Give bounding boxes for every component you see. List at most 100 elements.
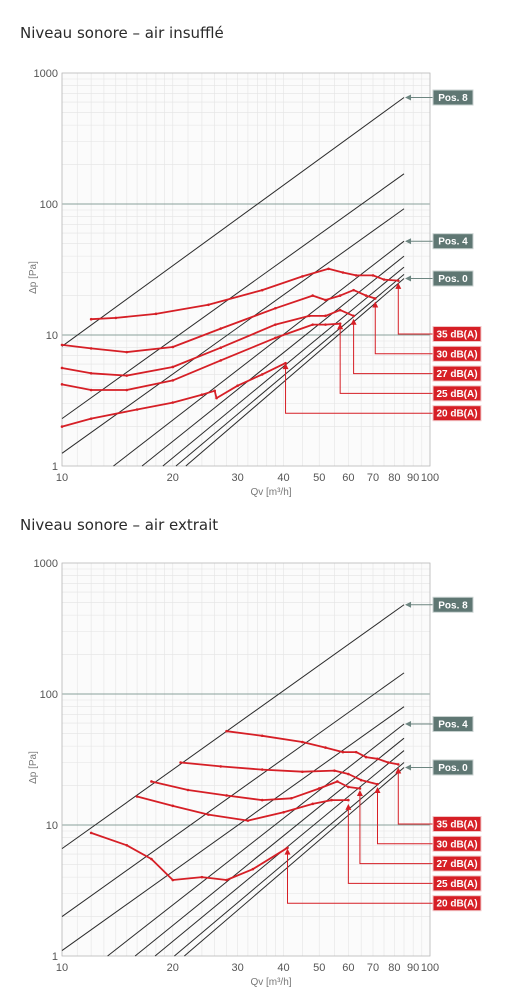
noise-label: 20 dB(A) [436, 409, 477, 420]
curve-point [359, 778, 363, 782]
noise-box-bg [432, 345, 482, 362]
position-box-bg [432, 233, 474, 250]
x-tick-label: 70 [367, 472, 379, 484]
curve-point [225, 729, 228, 733]
curve-point [200, 875, 204, 879]
noise-label: 27 dB(A) [436, 369, 477, 380]
position-arrow [405, 764, 412, 771]
curve-point [354, 750, 358, 754]
curve-point [60, 343, 64, 347]
curve-point [219, 346, 223, 349]
position-line [61, 672, 405, 917]
noise-leader [285, 365, 433, 414]
noise-curve [180, 761, 378, 786]
noise-box: 27 dB(A) [432, 365, 482, 382]
y-tick-label: 1000 [34, 558, 58, 570]
noise-arrow [284, 848, 291, 855]
noise-box-bg [432, 405, 482, 422]
position-line [61, 173, 405, 420]
curve-point [135, 408, 139, 411]
position-label: Pos. 0 [438, 274, 468, 285]
curve-point [171, 345, 175, 349]
curve-point [301, 740, 304, 744]
curve-point [324, 314, 327, 318]
curve-point [125, 350, 129, 354]
noise-arrow [350, 318, 357, 325]
curve-point [219, 359, 223, 362]
curve-point [324, 298, 327, 302]
curve-point [282, 811, 285, 814]
curve-point [373, 297, 377, 300]
curve-point [324, 323, 327, 326]
curve-point [358, 787, 362, 790]
x-tick-label: 100 [421, 472, 439, 484]
x-tick-label: 10 [56, 472, 68, 484]
noise-leader [397, 769, 433, 825]
noise-leader [376, 789, 433, 845]
curve-point [311, 294, 314, 297]
position-label: Pos. 4 [438, 237, 468, 248]
x-tick-label: 40 [277, 472, 289, 484]
curve-point [260, 734, 264, 738]
noise-arrow [282, 363, 289, 370]
position-box: Pos. 4 [432, 233, 474, 250]
position-box: Pos. 0 [432, 759, 474, 776]
curve-point [89, 388, 93, 392]
y-tick-label: 100 [40, 199, 58, 211]
curve-point [89, 317, 93, 321]
noise-leader [397, 284, 433, 335]
x-tick-label: 50 [313, 962, 325, 974]
curve-point [274, 336, 277, 340]
x-tick-label: 50 [313, 472, 325, 484]
x-tick-label: 40 [277, 962, 289, 974]
curve-point [260, 373, 264, 376]
noise-label: 27 dB(A) [436, 859, 477, 870]
curve-point [171, 365, 175, 369]
curve-point [352, 288, 355, 292]
noise-label: 25 dB(A) [436, 879, 477, 890]
noise-leader [339, 325, 433, 394]
curve-point [347, 772, 350, 776]
curve-point [213, 389, 217, 393]
curve-point [150, 780, 153, 783]
curve-point [364, 755, 368, 759]
y-axis-label: Δp [Pa] [28, 261, 39, 294]
noise-label: 30 dB(A) [436, 839, 477, 850]
position-arrow [405, 238, 412, 245]
curve-point [219, 765, 223, 768]
position-label: Pos. 4 [438, 720, 468, 731]
curve-point [301, 275, 304, 278]
curve-point [225, 878, 228, 882]
x-tick-label: 20 [167, 962, 179, 974]
curve-point [207, 303, 210, 307]
curve-point [352, 314, 355, 318]
noise-box-bg [432, 835, 482, 852]
position-arrow [405, 601, 412, 608]
curve-point [301, 770, 304, 774]
curve-point [171, 401, 175, 404]
noise-arrow [356, 790, 363, 797]
chart-title-supply: Niveau sonore – air insufflé [20, 24, 224, 42]
curve-point [171, 379, 175, 382]
position-arrow [405, 94, 412, 101]
noise-curve [136, 795, 349, 822]
y-tick-label: 10 [46, 820, 58, 832]
curve-point [60, 425, 64, 428]
curve-point [251, 867, 255, 871]
curve-point [60, 366, 64, 370]
noise-box-bg [432, 385, 482, 402]
position-label: Pos. 8 [438, 600, 468, 611]
position-line [175, 274, 405, 467]
curve-point [336, 780, 339, 783]
y-tick-label: 1 [52, 461, 58, 473]
noise-arrow [395, 767, 402, 774]
y-tick-label: 1000 [34, 68, 58, 80]
position-line [134, 737, 405, 957]
curve-point [207, 813, 210, 816]
noise-curve [61, 309, 354, 377]
noise-arrow [374, 787, 381, 794]
curve-point [150, 857, 153, 861]
noise-box: 35 dB(A) [432, 816, 482, 832]
noise-leader [359, 792, 433, 865]
